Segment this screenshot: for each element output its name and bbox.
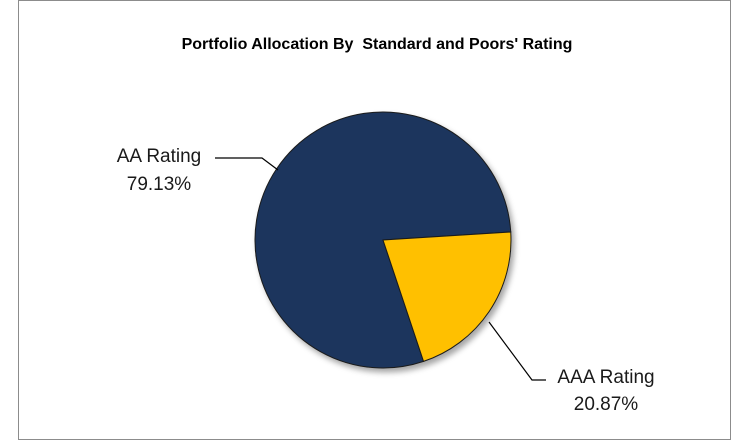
slice-value-aaa: 20.87% <box>574 394 639 415</box>
slice-label-aaa: AAA Rating <box>557 367 654 388</box>
pie-slice-aaa-rating <box>382 231 512 363</box>
chart-title: Portfolio Allocation By Standard and Poo… <box>182 36 573 53</box>
pie-chart: Portfolio Allocation By Standard and Poo… <box>117 36 655 415</box>
slice-value-aa: 79.13% <box>127 174 192 195</box>
leader-line-aaa <box>488 321 546 381</box>
leader-line-aa <box>215 157 279 171</box>
pie-slices <box>254 111 512 369</box>
slice-label-aa: AA Rating <box>117 146 202 167</box>
